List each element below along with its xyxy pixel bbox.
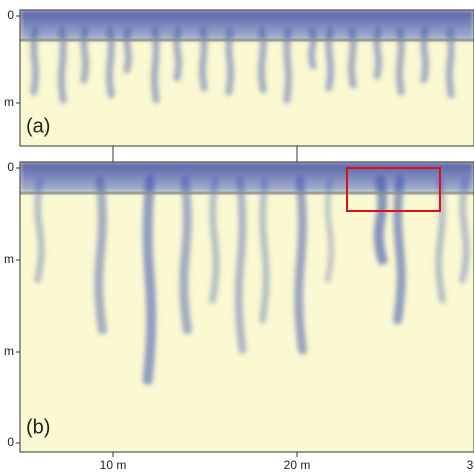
finger	[325, 26, 335, 92]
panel-frame	[19, 9, 474, 147]
finger	[225, 26, 235, 96]
finger	[234, 176, 247, 354]
highlight-box	[346, 167, 441, 212]
x-tick-label: 20 m	[284, 458, 311, 472]
finger	[257, 26, 267, 94]
panel-label: (a)	[26, 115, 50, 137]
finger	[435, 176, 446, 304]
finger	[30, 26, 40, 96]
finger	[142, 175, 157, 385]
finger	[105, 26, 115, 99]
finger	[94, 175, 107, 335]
finger	[123, 26, 133, 74]
panel-b	[20, 162, 474, 452]
finger	[459, 176, 470, 284]
panel-a	[20, 10, 474, 146]
finger	[347, 26, 357, 89]
y-tick-label: 0	[7, 8, 14, 22]
finger	[198, 26, 208, 92]
finger	[179, 175, 192, 335]
finger	[173, 26, 183, 82]
finger	[34, 176, 45, 284]
x-tick-label: 3	[467, 458, 474, 472]
finger	[445, 26, 455, 99]
y-tick-label: 0	[7, 160, 14, 174]
panel-frame	[19, 161, 474, 453]
finger	[80, 26, 90, 84]
finger	[307, 26, 317, 70]
x-tick-label: 10 m	[100, 458, 127, 472]
finger	[209, 176, 220, 304]
y-tick-label: 0	[7, 435, 14, 449]
y-tick-label: m	[4, 344, 14, 358]
y-tick-label: m	[4, 95, 14, 109]
finger	[420, 26, 430, 84]
finger	[324, 177, 335, 283]
finger	[393, 175, 406, 325]
y-tick-label: m	[4, 252, 14, 266]
panel-label: (b)	[26, 416, 50, 438]
finger	[373, 175, 388, 265]
finger	[395, 26, 405, 96]
finger	[294, 175, 307, 355]
finger	[373, 26, 383, 80]
finger	[259, 176, 270, 324]
